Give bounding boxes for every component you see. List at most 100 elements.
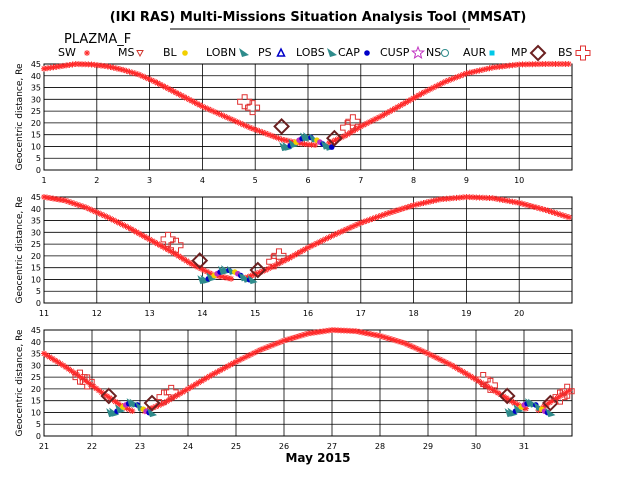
sw-point xyxy=(56,196,63,203)
sw-point xyxy=(559,61,566,67)
sw-point xyxy=(74,201,81,208)
sw-point xyxy=(79,61,86,68)
sw-point xyxy=(297,249,304,256)
sw-point xyxy=(522,405,529,412)
x-tick-label: 4 xyxy=(200,176,205,185)
sw-point xyxy=(231,117,238,124)
x-tick-label: 8 xyxy=(411,176,416,185)
sw-point xyxy=(59,197,66,204)
legend-label-ms: MS xyxy=(118,46,134,59)
sw-point xyxy=(197,265,204,272)
sw-point xyxy=(341,132,348,139)
sw-point xyxy=(302,331,308,338)
sw-point xyxy=(260,345,266,352)
sw-point xyxy=(433,83,440,90)
sw-point xyxy=(442,78,449,85)
sw-point xyxy=(453,194,460,201)
sw-point xyxy=(225,363,231,370)
sw-point xyxy=(369,215,376,222)
legend-symbol-lobs xyxy=(327,48,337,57)
sw-point xyxy=(398,339,404,346)
sw-point xyxy=(544,401,551,408)
magnetopause-mark xyxy=(541,394,559,412)
sw-point xyxy=(186,96,193,103)
sw-point xyxy=(233,358,239,365)
x-tick-label: 9 xyxy=(464,176,469,185)
x-tick-label: 24 xyxy=(183,442,193,451)
sw-point xyxy=(57,360,64,367)
sw-point xyxy=(542,61,549,67)
x-tick-label: 15 xyxy=(250,309,260,318)
sw-point xyxy=(386,335,392,342)
sw-point xyxy=(445,77,452,84)
bow-shock-mark xyxy=(163,384,179,400)
sw-point xyxy=(129,408,136,415)
sw-point xyxy=(562,61,569,67)
sw-point xyxy=(275,135,282,142)
sw-point xyxy=(369,117,376,124)
sw-point xyxy=(536,205,543,212)
sw-point xyxy=(208,107,215,114)
sw-point xyxy=(157,242,164,249)
sw-point xyxy=(130,227,137,234)
sw-point xyxy=(107,215,114,222)
x-tick-label: 2 xyxy=(94,176,99,185)
sw-point xyxy=(159,243,166,250)
sw-point xyxy=(357,219,364,226)
sw-point xyxy=(132,70,139,77)
sw-point xyxy=(195,379,202,386)
sw-point xyxy=(418,90,425,97)
sw-point xyxy=(167,86,174,93)
sw-point xyxy=(209,371,215,378)
sw-point xyxy=(98,62,105,69)
y-tick-label: 0 xyxy=(36,166,41,175)
magnetopause-mark xyxy=(191,252,209,270)
sw-point xyxy=(90,383,97,390)
plot-frame xyxy=(43,329,573,437)
sw-point xyxy=(466,69,473,76)
sw-point xyxy=(41,194,47,200)
sw-point xyxy=(436,81,443,88)
sw-point xyxy=(203,374,210,381)
sw-point xyxy=(415,92,422,99)
sw-point xyxy=(465,371,471,378)
sw-point xyxy=(380,333,386,340)
sw-point xyxy=(113,218,120,225)
bow-shock-mark xyxy=(552,389,568,405)
sw-point xyxy=(79,375,86,382)
sw-point xyxy=(198,378,205,385)
sw-point xyxy=(98,211,105,218)
sw-point xyxy=(88,61,95,68)
y-tick-label: 35 xyxy=(31,350,41,359)
y-tick-label: 15 xyxy=(31,397,41,406)
sw-point xyxy=(473,68,480,75)
region-point xyxy=(513,404,524,414)
sw-point xyxy=(110,64,117,71)
sw-point xyxy=(462,370,469,377)
x-tick-label: 31 xyxy=(519,442,529,451)
sw-point xyxy=(493,195,500,202)
sw-point xyxy=(286,254,293,261)
sw-point xyxy=(248,351,254,358)
sw-point xyxy=(266,343,272,350)
sw-point xyxy=(316,238,323,245)
sw-point xyxy=(425,350,431,357)
sw-point xyxy=(180,93,187,100)
sw-point xyxy=(275,339,281,346)
sw-point xyxy=(60,62,67,69)
sw-point xyxy=(56,63,63,70)
y-tick-label: 45 xyxy=(31,193,41,202)
sw-point xyxy=(284,137,291,144)
sw-point xyxy=(128,226,135,233)
sw-point xyxy=(313,240,320,247)
sw-point xyxy=(483,194,490,201)
magnetopause-mark xyxy=(498,387,516,405)
sw-point xyxy=(479,66,486,73)
plot-frame xyxy=(43,196,573,304)
sw-point xyxy=(50,195,57,202)
y-tick-label: 10 xyxy=(31,142,41,151)
sw-point xyxy=(293,334,299,341)
legend-label-aur: AUR xyxy=(463,46,487,59)
sw-point xyxy=(49,355,56,362)
